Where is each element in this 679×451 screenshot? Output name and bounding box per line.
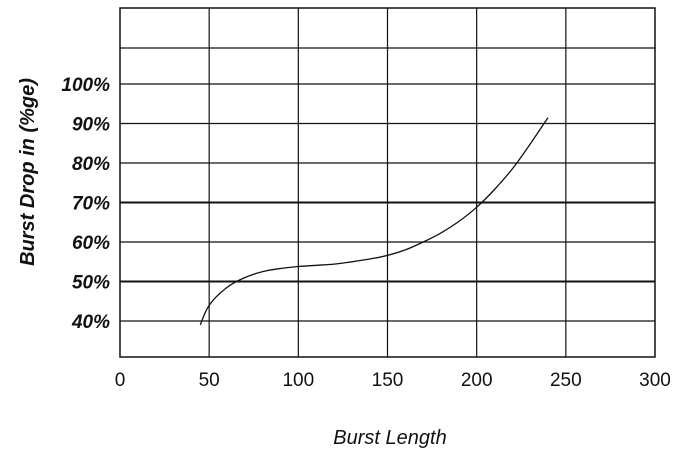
x-tick-label: 0 — [115, 370, 126, 391]
plot-frame — [119, 7, 656, 358]
series-line — [199, 117, 549, 326]
x-tick-label: 50 — [199, 370, 220, 391]
y-tick-label: 50% — [72, 273, 110, 294]
x-tick-label: 300 — [639, 370, 671, 391]
y-tick-label: 90% — [72, 115, 110, 136]
y-tick-label: 60% — [72, 233, 110, 254]
y-tick-label: 70% — [72, 194, 110, 215]
y-tick-labels: 40% 50% 60% 70% 80% 90% 100% — [61, 75, 110, 333]
horizontal-gridlines — [120, 47, 655, 322]
x-tick-label: 250 — [550, 370, 582, 391]
x-tick-labels: 0 50 100 150 200 250 300 — [115, 370, 671, 391]
x-tick-label: 200 — [461, 370, 493, 391]
x-axis-label: Burst Length — [333, 427, 446, 449]
vertical-gridlines — [208, 8, 567, 357]
y-tick-label: 40% — [71, 312, 110, 333]
y-tick-label: 100% — [61, 75, 110, 96]
y-axis-label: Burst Drop in (%ge) — [17, 78, 39, 266]
x-tick-label: 100 — [282, 370, 314, 391]
x-tick-label: 150 — [372, 370, 404, 391]
y-tick-label: 80% — [72, 154, 110, 175]
